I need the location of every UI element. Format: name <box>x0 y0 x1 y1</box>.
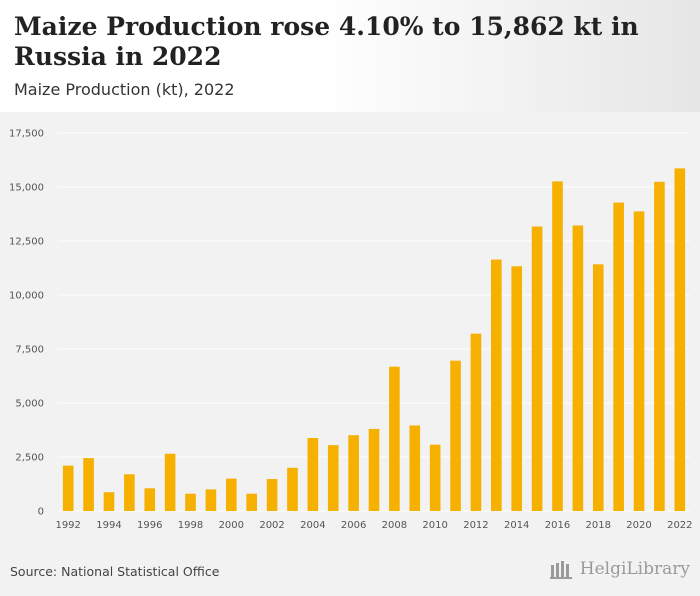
x-tick-label: 1992 <box>55 520 80 531</box>
brand-logo: HelgiLibrary <box>549 559 690 579</box>
footer: Source: National Statistical Office Helg… <box>0 545 700 596</box>
chart-area: 0 2,500 5,000 7,500 10,000 12,500 15,000 17,500… <box>0 112 700 545</box>
bar-1993 <box>83 458 94 511</box>
x-tick-label: 1998 <box>178 520 203 531</box>
brand-text: HelgiLibrary <box>579 559 690 579</box>
bar-1994 <box>103 492 115 511</box>
x-tick-label: 2008 <box>382 520 407 531</box>
bar-1999 <box>205 489 217 511</box>
bar-2020 <box>633 211 645 511</box>
x-tick-label: 2018 <box>586 520 611 531</box>
x-tick-label: 2000 <box>219 520 244 531</box>
bar-2018 <box>592 264 604 511</box>
x-tick-label: 2012 <box>463 520 488 531</box>
bar-2009 <box>409 425 421 511</box>
x-tick-label: 2014 <box>504 520 529 531</box>
bar-2010 <box>429 444 441 511</box>
x-tick-label: 2002 <box>259 520 284 531</box>
bar-1998 <box>185 493 196 511</box>
bar-1995 <box>124 474 135 511</box>
bar-chart: 0 2,500 5,000 7,500 10,000 12,500 15,000 17,500… <box>9 129 693 532</box>
bar-1996 <box>144 488 156 511</box>
y-tick-label: 15,000 <box>9 183 44 194</box>
x-tick-label: 1996 <box>137 520 162 531</box>
page-title: Maize Production rose 4.10% to 15,862 kt… <box>14 12 639 71</box>
y-tick-label: 12,500 <box>9 237 44 248</box>
bar-2000 <box>225 478 237 511</box>
bar-2001 <box>246 493 257 511</box>
bar-1992 <box>62 465 74 511</box>
y-tick-label: 0 <box>38 507 44 518</box>
bar-1997 <box>164 453 176 511</box>
bar-2012 <box>470 333 482 511</box>
bar-2021 <box>654 181 665 511</box>
chart-subtitle: Maize Production (kt), 2022 <box>14 80 235 99</box>
bar-2007 <box>368 428 380 511</box>
x-tick-label: 2004 <box>300 520 325 531</box>
bar-2022 <box>674 168 686 511</box>
bar-2016 <box>552 181 563 511</box>
bar-2019 <box>613 202 624 511</box>
x-tick-label: 2010 <box>422 520 447 531</box>
header: Maize Production rose 4.10% to 15,862 kt… <box>0 0 700 112</box>
bar-2003 <box>287 467 298 511</box>
bar-2004 <box>307 437 319 511</box>
library-icon <box>549 561 572 579</box>
y-tick-label: 2,500 <box>15 453 44 464</box>
bar-2008 <box>389 366 400 511</box>
x-tick-label: 2020 <box>626 520 651 531</box>
bar-2015 <box>531 226 543 511</box>
bar-2017 <box>572 225 584 511</box>
x-tick-label: 2022 <box>667 520 692 531</box>
x-tick-label: 2016 <box>545 520 570 531</box>
bar-2005 <box>327 445 339 511</box>
bar-2014 <box>511 266 523 511</box>
bar-2006 <box>348 435 359 511</box>
bar-2013 <box>491 259 502 511</box>
y-tick-label: 10,000 <box>9 291 44 302</box>
bar-2002 <box>266 479 278 511</box>
x-tick-label: 2006 <box>341 520 366 531</box>
x-tick-label: 1994 <box>96 520 121 531</box>
bar-2011 <box>450 360 461 511</box>
y-tick-label: 7,500 <box>15 345 44 356</box>
y-tick-label: 5,000 <box>15 399 44 410</box>
source-note: Source: National Statistical Office <box>10 564 220 579</box>
y-tick-label: 17,500 <box>9 129 44 140</box>
